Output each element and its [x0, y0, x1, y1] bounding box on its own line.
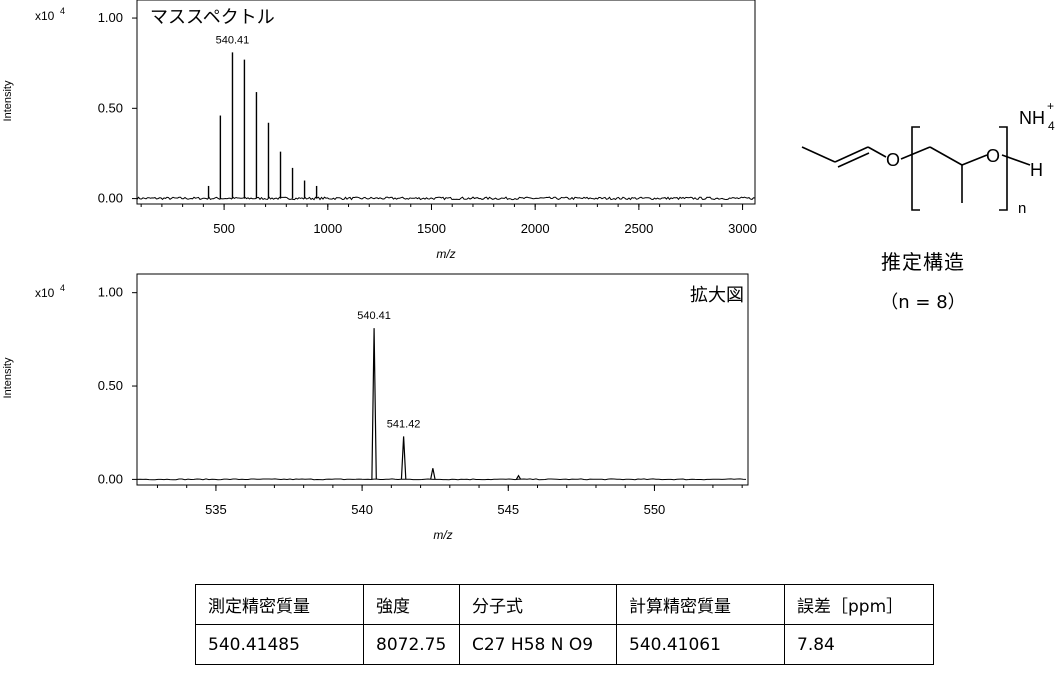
- charts-canvas: マススペクトル Intensity m/z x10 4 0.00 0.50 1.00…: [2, 0, 757, 542]
- y-axis-label: Intensity: [2, 80, 14, 121]
- cell-error: 7.84: [784, 624, 934, 665]
- x-tick-label: 545: [497, 502, 519, 517]
- ion-subscript: 4: [1048, 119, 1055, 133]
- x-tick-label: 550: [644, 502, 666, 517]
- atom-o-ether: O: [886, 150, 900, 170]
- y-ticks: 0.00 0.50 1.00: [98, 285, 137, 486]
- atom-h: H: [1030, 160, 1043, 180]
- ion-superscript: +: [1047, 99, 1054, 113]
- x-tick-label: 1000: [313, 221, 342, 236]
- peak-label: 541.42: [387, 418, 421, 430]
- x-tick-label: 2500: [624, 221, 653, 236]
- x-axis-label: m/z: [436, 247, 455, 261]
- y-tick-label: 0.00: [98, 191, 123, 206]
- plot-area-frame: [136, 273, 749, 486]
- cell-formula: C27 H58 N O9: [459, 624, 617, 665]
- x-tick-label: 500: [213, 221, 235, 236]
- repeat-subscript-n: n: [1018, 200, 1026, 217]
- chemical-structure: O O H n NH 4 +: [801, 99, 1055, 217]
- y-multiplier-exponent: 4: [60, 6, 65, 16]
- peak-labels: 540.41: [216, 34, 250, 46]
- y-tick-label: 1.00: [98, 10, 123, 25]
- baseline-noise: [136, 478, 747, 481]
- y-tick-label: 0.50: [98, 378, 123, 393]
- mass-spectrum-chart: マススペクトル Intensity m/z x10 4 0.00 0.50 1.00…: [2, 0, 757, 261]
- peak: [430, 468, 436, 480]
- y-axis-label: Intensity: [2, 357, 14, 398]
- bond-ch2-ch: [929, 146, 963, 166]
- y-tick-label: 1.00: [98, 285, 123, 300]
- bond-ch-o: [961, 154, 988, 166]
- header-formula: 分子式: [459, 584, 617, 625]
- x-tick-label: 2000: [521, 221, 550, 236]
- y-multiplier-base: x10: [35, 9, 55, 23]
- x-ticks: 500 1000 1500 2000 2500 3000: [140, 204, 757, 236]
- x-tick-label: 3000: [728, 221, 757, 236]
- y-multiplier-exponent: 4: [60, 283, 65, 293]
- chart-title: マススペクトル: [150, 7, 275, 27]
- x-tick-label: 540: [351, 502, 373, 517]
- x-ticks: 535 540 545 550: [156, 485, 743, 517]
- cell-measured-mass: 540.41485: [195, 624, 364, 665]
- table-header-row: 測定精密質量 強度 分子式 計算精密質量 誤差［ppm］: [195, 584, 934, 625]
- baseline-noise: [136, 196, 756, 202]
- structure-caption: 推定構造: [881, 250, 965, 274]
- cell-calculated-mass: 540.41061: [616, 624, 785, 665]
- x-axis-label: m/z: [433, 528, 452, 542]
- results-table: 測定精密質量 強度 分子式 計算精密質量 誤差［ppm］ 540.41485 8…: [195, 584, 934, 665]
- y-tick-label: 0.50: [98, 100, 123, 115]
- structure-n-value: （n = 8）: [880, 292, 966, 313]
- bracket-left: [911, 126, 920, 211]
- bond-vinyl-double-inner: [837, 152, 870, 168]
- bond-o-ch2: [900, 146, 931, 160]
- peaks: [371, 328, 522, 480]
- bond-vinyl-o: [867, 146, 887, 158]
- structure-bonds: [801, 126, 1031, 211]
- zoom-spectrum-chart: 拡大図 Intensity m/z x10 4 0.00 0.50 1.00 535…: [2, 273, 749, 542]
- peak: [515, 474, 522, 480]
- peaks: [207, 52, 318, 199]
- x-tick-label: 1500: [417, 221, 446, 236]
- header-intensity: 強度: [363, 584, 460, 625]
- chart-title: 拡大図: [690, 285, 744, 305]
- bond-vinyl-double: [834, 146, 869, 163]
- peak-label: 540.41: [216, 34, 250, 46]
- bond-methyl: [801, 146, 836, 163]
- plot-area-frame: [136, 0, 756, 205]
- table-row: 540.41485 8072.75 C27 H58 N O9 540.41061…: [195, 624, 934, 665]
- peak-label: 540.41: [357, 310, 391, 322]
- peak: [371, 328, 377, 480]
- y-multiplier-base: x10: [35, 286, 55, 300]
- cell-intensity: 8072.75: [363, 624, 460, 665]
- header-error: 誤差［ppm］: [784, 584, 934, 625]
- bracket-right: [999, 126, 1008, 211]
- peak: [400, 436, 407, 480]
- header-calculated-mass: 計算精密質量: [616, 584, 785, 625]
- x-tick-label: 535: [205, 502, 227, 517]
- ion-nh: NH: [1019, 108, 1045, 128]
- y-ticks: 0.00 0.50 1.00: [98, 10, 137, 206]
- peak-labels: 540.41 541.42: [357, 310, 420, 430]
- atom-o-hydroxyl: O: [986, 146, 1000, 166]
- y-tick-label: 0.00: [98, 471, 123, 486]
- header-measured-mass: 測定精密質量: [195, 584, 364, 625]
